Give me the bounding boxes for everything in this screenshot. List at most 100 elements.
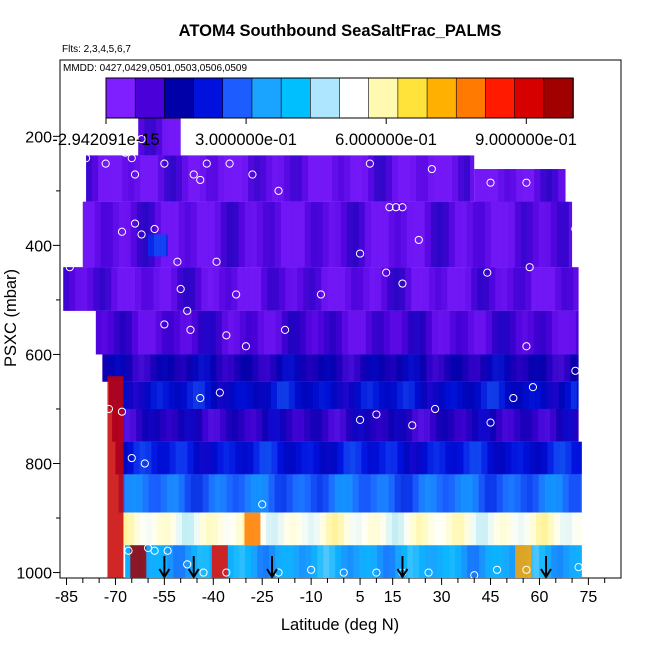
heatmap-cell (167, 545, 174, 578)
heatmap-cell (544, 201, 551, 268)
heatmap-cell (346, 474, 353, 513)
heatmap-cell (276, 354, 283, 382)
heatmap-cell (444, 354, 451, 382)
heatmap-cell (323, 310, 330, 355)
heatmap-cell (481, 512, 488, 546)
heatmap-cell (199, 512, 206, 546)
heatmap-cell (114, 354, 121, 382)
sample-point (222, 568, 231, 577)
heatmap-cell (168, 381, 175, 409)
heatmap-cell (316, 408, 323, 442)
heatmap-cell (469, 441, 476, 475)
heatmap-cell (213, 267, 220, 311)
heatmap-cell (435, 267, 442, 311)
sample-point (121, 148, 130, 157)
sample-point (417, 143, 427, 152)
heatmap-cell (147, 267, 154, 311)
heatmap-cell (282, 381, 289, 409)
heatmap-cell (119, 310, 126, 355)
heatmap-cell (273, 267, 280, 311)
sample-point (202, 159, 211, 168)
heatmap-cell (386, 155, 393, 202)
heatmap-cell (242, 155, 249, 202)
heatmap-cell (353, 545, 360, 578)
heatmap-cell (545, 310, 552, 355)
sample-point (117, 227, 127, 236)
x-tick-label: -85 (55, 589, 78, 606)
heatmap-cell (211, 441, 218, 475)
sample-point (486, 418, 495, 427)
heatmap-cell (264, 354, 271, 382)
heatmap-cell (334, 201, 341, 268)
heatmap-cell (175, 441, 182, 475)
sample-point (258, 500, 267, 509)
heatmap-cell (310, 408, 317, 442)
heatmap-cell (286, 408, 293, 442)
heatmap-cell (529, 512, 536, 546)
heatmap-cell (550, 201, 557, 268)
sample-point (522, 565, 531, 574)
sample-point (355, 415, 365, 424)
heatmap-cell (169, 512, 176, 546)
heatmap-cell (207, 267, 214, 311)
heatmap-cell (395, 310, 402, 355)
sample-point (522, 342, 531, 351)
heatmap-cell (361, 512, 368, 546)
heatmap-cell (132, 381, 139, 409)
colorbar-segment (514, 77, 545, 119)
heatmap-cell (295, 512, 302, 546)
heatmap-cell (563, 545, 570, 578)
heatmap-cell (394, 474, 401, 513)
heatmap-cell (232, 408, 239, 442)
heatmap-cell (496, 474, 503, 513)
heatmap-cell (534, 381, 541, 409)
heatmap-cell (407, 310, 414, 355)
heatmap-cell (571, 441, 578, 475)
heatmap-cell (520, 408, 527, 442)
heatmap-cell (234, 381, 241, 409)
heatmap-cell (281, 310, 288, 355)
heatmap-cell (328, 474, 335, 513)
heatmap-cell (467, 310, 474, 355)
heatmap-cell (347, 545, 354, 578)
sample-point (127, 453, 136, 463)
heatmap-cell (125, 545, 132, 578)
heatmap-cell (145, 441, 152, 475)
heatmap-cell (250, 474, 257, 513)
heatmap-cell (299, 310, 306, 355)
heatmap-cell (515, 310, 522, 355)
heatmap-cell (256, 408, 263, 442)
heatmap-cell (457, 441, 464, 475)
heatmap-cell (166, 408, 173, 442)
heatmap-cell (527, 310, 534, 355)
heatmap-cell (391, 512, 398, 546)
x-tick-label: 75 (579, 589, 597, 606)
heatmap-cell (341, 545, 348, 578)
sample-point (486, 178, 495, 187)
heatmap-cell (343, 441, 350, 475)
heatmap-cell (225, 267, 232, 311)
heatmap-cell (160, 408, 167, 442)
heatmap-cell (287, 545, 294, 578)
heatmap-cell (124, 474, 131, 513)
heatmap-cell (251, 310, 258, 355)
heatmap-cell (384, 354, 391, 382)
sample-point (424, 568, 433, 577)
heatmap-cell (292, 474, 299, 513)
sample-point (408, 421, 417, 430)
heatmap-cell (288, 354, 295, 382)
heatmap-cell (406, 474, 413, 513)
heatmap-cell (450, 354, 457, 382)
heatmap-cell (299, 545, 306, 578)
x-tick-label: -70 (104, 589, 127, 606)
heatmap-cell (201, 267, 208, 311)
heatmap-cell (293, 545, 300, 578)
heatmap-cell (514, 474, 521, 513)
heatmap-cell (263, 310, 270, 355)
profile-arrowhead (187, 568, 200, 579)
heatmap-cell (564, 381, 571, 409)
heatmap-cell (569, 545, 576, 578)
heatmap-cell (550, 408, 557, 442)
heatmap-cell (483, 267, 490, 311)
heatmap-cell (129, 267, 136, 311)
